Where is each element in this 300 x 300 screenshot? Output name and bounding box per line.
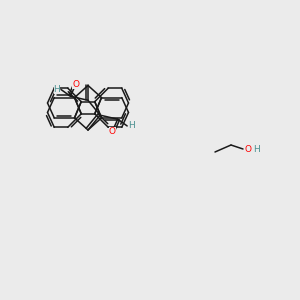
Text: O: O [244, 145, 251, 154]
Text: O: O [109, 127, 116, 136]
Text: O: O [72, 80, 80, 88]
Text: H: H [54, 85, 60, 94]
Text: H: H [128, 122, 134, 130]
Text: H: H [253, 145, 260, 154]
